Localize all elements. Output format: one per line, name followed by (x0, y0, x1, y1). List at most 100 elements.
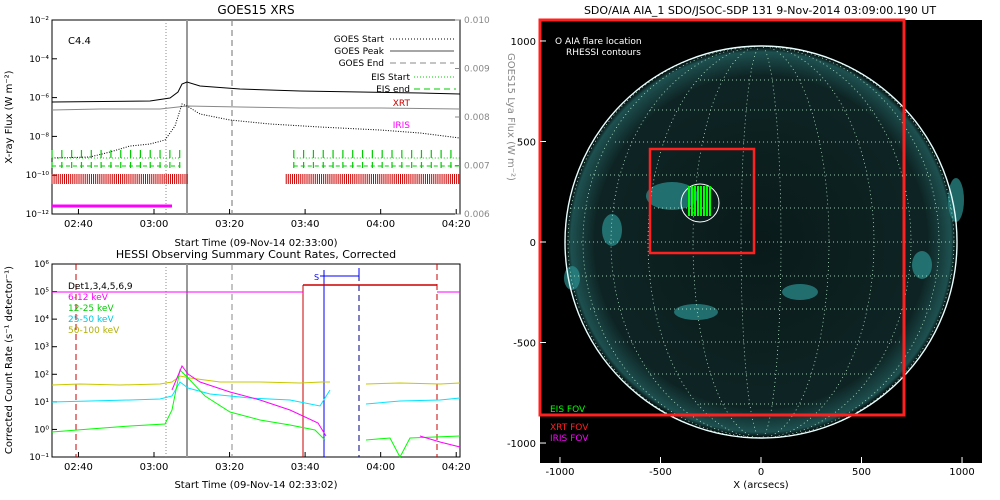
goes-y-tick-label: 10⁻⁴ (29, 55, 49, 65)
goes-x-tick-label: 04:00 (366, 219, 395, 230)
goes-plot-frame (51, 19, 461, 215)
goes-x-axis: 02:40 03:00 03:20 03:40 04:00 04:20 (64, 209, 471, 230)
hessi-saa-marker (320, 268, 360, 277)
hessi-x-tick-label: 04:20 (442, 462, 471, 473)
goes-y-axis-label-right: GOES15 Lya Flux (W m⁻²) (505, 53, 516, 181)
aia-x-tick-label: -500 (649, 467, 672, 478)
series-6-12-kev (171, 365, 461, 448)
goes-y-right-tick-label: 0.007 (464, 162, 490, 172)
aia-x-axis: -1000 -500 0 500 1000 (545, 457, 975, 478)
eis-fov-stripe (688, 186, 690, 216)
hessi-x-tick-label: 03:00 (140, 462, 169, 473)
hessi-y-tick-label: 10³ (34, 343, 49, 353)
legend-eis-start: EIS Start (371, 73, 410, 83)
goes-title: GOES15 XRS (217, 3, 294, 17)
legend-eis-end: EIS end (376, 85, 410, 95)
eis-fov-stripe (709, 186, 711, 216)
hessi-s-annotation: S (314, 273, 319, 282)
aia-x-axis-label: X (arcsecs) (733, 480, 789, 491)
hessi-x-axis-label: Start Time (09-Nov-14 02:33:02) (174, 480, 337, 491)
legend-6-12-kev: 6-12 keV (68, 293, 109, 303)
goes-panel: GOES15 XRS 10⁻¹² 10⁻¹⁰ 10⁻⁸ 10⁻⁶ 10⁻⁴ 10⁻² 0.… (4, 3, 516, 249)
eis-fov-stripe (703, 186, 705, 216)
goes-long-channel (51, 81, 461, 103)
heliographic-grid (565, 46, 957, 438)
aia-y-axis: 1000 500 0 -500 -1000 (507, 37, 546, 450)
goes-legend: GOES Start GOES Peak GOES End EIS Start … (334, 35, 456, 131)
eis-fov-stripe (694, 186, 696, 216)
goes-y-axis-right: 0.006 0.007 0.008 0.009 0.010 (455, 16, 490, 220)
legend-rhessi-contours: RHESSI contours (566, 48, 641, 58)
hessi-legend: Det1,3,4,5,6,9 6-12 keV 12-25 keV 25-50 … (68, 282, 133, 336)
aia-panel: SDO/AIA AIA_1 SDO/JSOC-SDP 131 9-Nov-201… (507, 4, 982, 491)
legend-iris-fov: IRIS FOV (550, 434, 589, 444)
hessi-panel: HESSI Observing Summary Count Rates, Cor… (4, 248, 471, 491)
hessi-y-tick-label: 10⁶ (34, 260, 49, 270)
goes-y-tick-label: 10⁻¹⁰ (26, 171, 50, 181)
xrt-fov-large (538, 18, 906, 417)
eis-fov (688, 186, 711, 216)
eis-fov-stripe (706, 186, 708, 216)
legend-12-25-kev: 12-25 keV (68, 304, 114, 314)
goes-x-tick-label: 04:20 (442, 219, 471, 230)
active-regions (564, 178, 964, 320)
hessi-x-axis: 02:40 03:00 03:20 03:40 04:00 04:20 (64, 452, 471, 473)
goes-x-tick-label: 03:40 (291, 219, 320, 230)
hessi-y-tick-label: 10¹ (34, 398, 49, 408)
hessi-y-tick-label: 10² (34, 370, 49, 380)
aia-x-tick-label: 500 (852, 467, 871, 478)
hessi-plot-frame (51, 263, 461, 458)
legend-goes-end: GOES End (339, 59, 384, 69)
eis-fov-stripe (691, 186, 693, 216)
hessi-title: HESSI Observing Summary Count Rates, Cor… (116, 248, 396, 261)
legend-eis-fov: EIS FOV (550, 405, 586, 415)
goes-lya-channel (51, 105, 461, 111)
legend-xrt: XRT (393, 99, 411, 109)
legend-det: Det1,3,4,5,6,9 (68, 282, 133, 292)
goes-y-right-tick-label: 0.009 (464, 65, 490, 75)
hessi-y-tick-label: 10⁰ (34, 425, 49, 435)
eis-coverage (51, 150, 460, 168)
legend-50-100-kev: 50-100 keV (68, 326, 120, 336)
hessi-x-tick-label: 04:00 (366, 462, 395, 473)
series-50-100-kev (51, 375, 461, 386)
solar-limb (564, 45, 958, 439)
hessi-y-tick-label: 10⁻¹ (29, 453, 49, 463)
hessi-x-tick-label: 03:20 (215, 462, 244, 473)
aia-y-tick-label: 500 (517, 137, 536, 148)
goes-y-tick-label: 10⁻² (29, 16, 49, 26)
hessi-y-axis-label: Corrected Count Rate (s⁻¹ detector⁻¹) (4, 266, 15, 454)
goes-y-tick-label: 10⁻⁸ (29, 132, 49, 142)
hessi-x-tick-label: 03:40 (291, 462, 320, 473)
legend-iris: IRIS (393, 121, 411, 131)
goes-y-right-tick-label: 0.010 (464, 16, 490, 26)
goes-y-right-tick-label: 0.008 (464, 113, 490, 123)
xrt-coverage (51, 174, 460, 184)
hessi-y-tick-label: 10⁵ (34, 288, 49, 298)
goes-x-tick-label: 02:40 (64, 219, 93, 230)
legend-goes-peak: GOES Peak (334, 47, 384, 57)
hessi-x-tick-label: 02:40 (64, 462, 93, 473)
aia-flare-location (680, 183, 720, 223)
legend-goes-start: GOES Start (334, 35, 385, 45)
aia-y-tick-label: 1000 (511, 37, 536, 48)
aia-x-tick-label: 0 (758, 467, 764, 478)
eis-fov-stripe (700, 186, 702, 216)
goes-short-channel (51, 103, 461, 159)
aia-y-tick-label: 0 (530, 238, 536, 249)
goes-y-tick-label: 10⁻¹² (26, 210, 50, 220)
hessi-y-axis: 10⁻¹ 10⁰ 10¹ 10² 10³ 10⁴ 10⁵ 10⁶ (29, 260, 57, 463)
goes-x-tick-label: 03:20 (215, 219, 244, 230)
goes-y-tick-label: 10⁻⁶ (29, 94, 49, 104)
legend-xrt-fov: XRT FOV (550, 423, 589, 433)
series-25-50-kev (51, 381, 461, 407)
aia-x-tick-label: 1000 (949, 467, 974, 478)
hessi-y-tick-label: 10⁴ (34, 315, 49, 325)
legend-aia-flare-location: O AIA flare location (555, 37, 642, 47)
goes-y-right-tick-label: 0.006 (464, 210, 490, 220)
goes-x-tick-label: 03:00 (140, 219, 169, 230)
legend-25-50-kev: 25-50 keV (68, 315, 114, 325)
aia-y-tick-label: -1000 (507, 439, 536, 450)
aia-title: SDO/AIA AIA_1 SDO/JSOC-SDP 131 9-Nov-201… (584, 4, 936, 17)
